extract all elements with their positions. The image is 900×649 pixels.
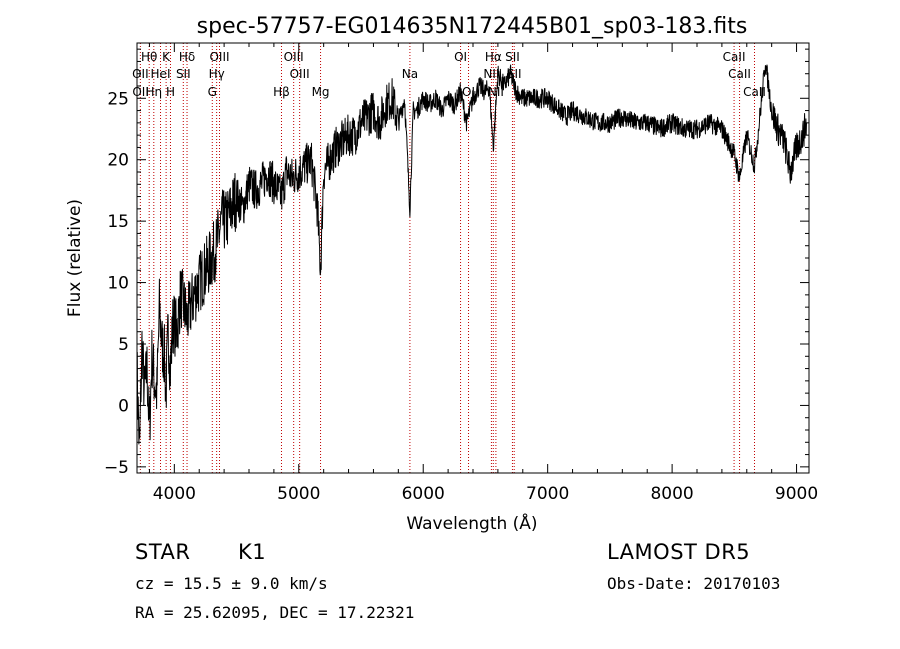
survey-name: LAMOST DR5 — [607, 540, 751, 564]
y-tick-label: 0 — [118, 396, 129, 416]
y-tick-label: 10 — [107, 274, 129, 294]
line-label: SII — [176, 67, 191, 81]
line-label: Hα — [485, 50, 502, 64]
coordinates: RA = 25.62095, DEC = 17.22321 — [135, 603, 415, 622]
line-label: G — [208, 85, 217, 99]
line-label: K — [162, 50, 171, 64]
line-label: Hθ — [141, 50, 157, 64]
y-tick-label: 20 — [107, 151, 129, 171]
line-label: OIII — [284, 50, 304, 64]
line-label: SII — [507, 67, 522, 81]
line-label: OI — [462, 85, 475, 99]
y-axis-label: Flux (relative) — [65, 199, 85, 317]
spectrum-series — [136, 64, 807, 445]
line-label: HeI — [151, 67, 171, 81]
line-label: Hη — [145, 85, 162, 99]
line-label: OII — [132, 85, 149, 99]
x-tick-label: 4000 — [153, 484, 196, 504]
line-label: Hδ — [179, 50, 195, 64]
y-tick-label: 25 — [107, 89, 129, 109]
line-label: CaII — [728, 67, 751, 81]
line-label: Na — [402, 67, 418, 81]
line-label: NII — [483, 67, 499, 81]
x-tick-label: 8000 — [650, 484, 693, 504]
spectrum-line — [136, 64, 807, 445]
plot-frame — [136, 42, 810, 474]
line-label: H — [166, 85, 175, 99]
line-label: Hβ — [273, 85, 290, 99]
line-label: OIII — [209, 50, 229, 64]
observation-date: Obs-Date: 20170103 — [607, 574, 781, 593]
chart-title: spec-57757-EG014635N172445B01_sp03-183.f… — [197, 14, 748, 39]
line-label: CaII — [743, 85, 766, 99]
y-tick-label: −5 — [104, 458, 129, 478]
line-label: SII — [505, 50, 520, 64]
line-label: NII — [488, 85, 504, 99]
y-tick-label: 5 — [118, 335, 129, 355]
line-label: Hγ — [209, 67, 225, 81]
line-label: OI — [454, 50, 467, 64]
spectral-class: K1 — [238, 540, 267, 564]
x-tick-label: 9000 — [775, 484, 818, 504]
axis-ticks: 4000 5000 6000 7000 8000 9000 −5 0 5 10 15 20 25 — [104, 43, 818, 504]
line-label: OIII — [290, 67, 310, 81]
y-tick-label: 15 — [107, 212, 129, 232]
x-tick-label: 7000 — [526, 484, 569, 504]
x-tick-label: 6000 — [402, 484, 445, 504]
object-type: STAR — [135, 540, 191, 564]
x-axis-label: Wavelength (Å) — [406, 512, 537, 534]
redshift-value: cz = 15.5 ± 9.0 km/s — [135, 574, 328, 593]
line-label: Mg — [312, 85, 330, 99]
line-markers — [139, 43, 755, 473]
line-label: CaII — [723, 50, 746, 64]
x-tick-label: 5000 — [277, 484, 320, 504]
